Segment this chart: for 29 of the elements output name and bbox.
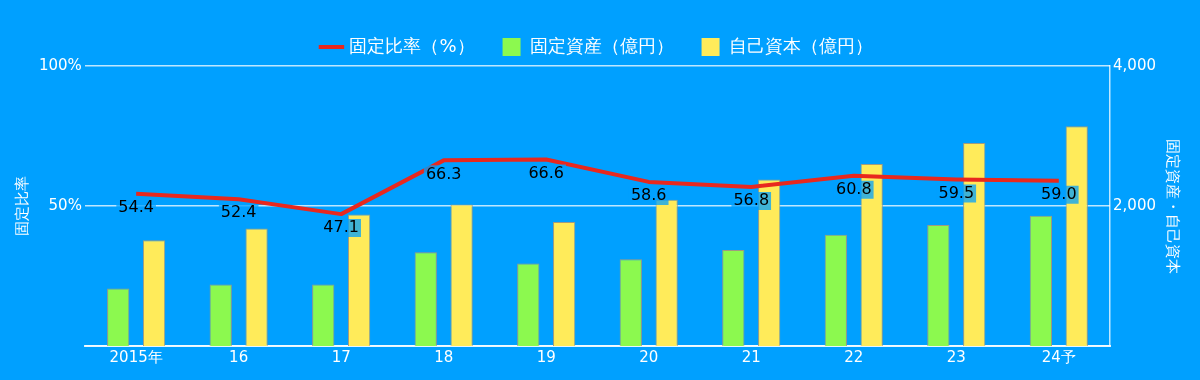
x-tick-label: 18 — [434, 347, 454, 366]
y-tick-label: 50% — [48, 195, 82, 214]
y-axis-title: 固定比率 — [12, 176, 31, 236]
x-tick-label: 22 — [844, 347, 864, 366]
data-label: 52.4 — [220, 202, 257, 222]
x-tick-label: 24予 — [1041, 347, 1076, 366]
x-tick-label: 23 — [946, 347, 966, 366]
x-tick-label: 2015年 — [109, 347, 163, 366]
legend-label: 固定資産（億円） — [529, 34, 674, 56]
x-tick-label: 21 — [741, 347, 761, 366]
data-label: 56.8 — [733, 190, 770, 210]
legend-label: 自己資本（億円） — [728, 34, 873, 56]
data-label: 66.3 — [425, 163, 462, 183]
x-tick-label: 20 — [639, 347, 659, 366]
data-label: 66.6 — [528, 162, 565, 182]
legend-label: 固定比率（%） — [349, 34, 475, 56]
data-label: 59.0 — [1040, 183, 1077, 203]
y-tick-label: 100% — [38, 55, 82, 74]
y2-tick-label: 4,000 — [1113, 55, 1157, 74]
y2-axis-title: 固定資産・自己資本 — [1164, 138, 1183, 274]
x-tick-label: 19 — [536, 347, 556, 366]
data-label: 58.6 — [630, 185, 667, 205]
x-tick-label: 16 — [229, 347, 249, 366]
x-tick-label: 17 — [331, 347, 351, 366]
data-label: 47.1 — [323, 217, 359, 237]
data-label: 54.4 — [118, 196, 154, 216]
data-label: 59.5 — [938, 182, 975, 202]
y2-tick-label: 2,000 — [1113, 195, 1157, 214]
data-label: 60.8 — [835, 178, 872, 198]
